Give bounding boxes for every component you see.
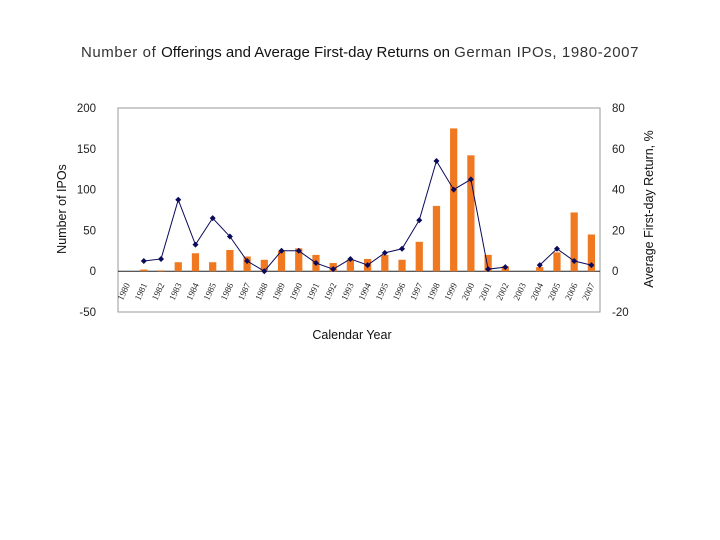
return-point-1986 bbox=[226, 233, 233, 240]
x-tick-label-1992: 1992 bbox=[322, 281, 339, 302]
return-point-1993 bbox=[347, 255, 354, 262]
return-point-2001 bbox=[485, 266, 492, 273]
return-point-1995 bbox=[381, 249, 388, 256]
return-point-1987 bbox=[244, 258, 251, 264]
title-part-3: on bbox=[429, 44, 455, 61]
return-point-1991 bbox=[312, 260, 319, 267]
bar-1997 bbox=[415, 241, 423, 272]
return-point-1999 bbox=[450, 186, 457, 193]
return-point-1982 bbox=[158, 255, 165, 262]
x-tick-label-1982: 1982 bbox=[150, 281, 167, 302]
return-point-2005 bbox=[553, 245, 560, 252]
return-point-2002 bbox=[502, 264, 509, 271]
x-tick-label-1990: 1990 bbox=[287, 281, 304, 302]
x-tick-label-1999: 1999 bbox=[442, 281, 459, 302]
x-tick-label-1987: 1987 bbox=[236, 281, 253, 302]
return-point-2000 bbox=[467, 176, 474, 183]
x-tick-label-1985: 1985 bbox=[201, 281, 218, 302]
return-point-1983 bbox=[175, 196, 182, 203]
return-point-1998 bbox=[433, 158, 440, 165]
x-tick-label-1995: 1995 bbox=[374, 281, 391, 302]
return-point-2004 bbox=[536, 262, 543, 269]
return-point-1990 bbox=[295, 247, 302, 254]
return-line-segment bbox=[539, 248, 592, 266]
y-left-tick-label: 100 bbox=[77, 185, 96, 197]
bar-2004 bbox=[536, 267, 544, 272]
x-tick-label-1998: 1998 bbox=[425, 281, 442, 302]
return-point-1996 bbox=[399, 245, 406, 252]
x-tick-label-1994: 1994 bbox=[356, 281, 373, 302]
x-axis-label: Calendar Year bbox=[312, 328, 391, 342]
title-part-4: German IPOs, 1980-2007 bbox=[454, 44, 640, 61]
return-point-2006 bbox=[571, 258, 578, 264]
x-tick-label-1986: 1986 bbox=[219, 281, 236, 302]
x-tick-label-1988: 1988 bbox=[253, 281, 270, 302]
return-point-1992 bbox=[330, 266, 337, 273]
bar-1985 bbox=[209, 262, 217, 272]
return-point-2007 bbox=[588, 262, 595, 269]
x-tick-label-2004: 2004 bbox=[528, 281, 545, 302]
bar-1981 bbox=[140, 269, 148, 272]
bar-1990 bbox=[295, 248, 303, 272]
y-right-tick-label: -20 bbox=[612, 307, 629, 319]
x-tick-label-2001: 2001 bbox=[477, 281, 494, 302]
plot-area-border bbox=[117, 107, 601, 313]
x-tick-label-1996: 1996 bbox=[391, 281, 408, 302]
return-point-1985 bbox=[209, 215, 216, 222]
chart-title: Number of Offerings and Average First-da… bbox=[0, 44, 720, 61]
bar-2007 bbox=[587, 234, 596, 272]
return-point-1988 bbox=[261, 268, 268, 275]
y-left-tick-label: 0 bbox=[90, 266, 96, 278]
bar-1983 bbox=[174, 262, 182, 272]
y-right-tick-label: 80 bbox=[612, 103, 625, 115]
bar-1993 bbox=[346, 259, 355, 272]
bar-1986 bbox=[226, 249, 234, 272]
bar-1982 bbox=[157, 270, 165, 272]
y-right-tick-label: 0 bbox=[612, 266, 618, 278]
x-tick-label-1981: 1981 bbox=[133, 281, 150, 302]
x-tick-label-1993: 1993 bbox=[339, 281, 356, 302]
return-point-1981 bbox=[140, 258, 147, 264]
bar-1998 bbox=[432, 205, 441, 272]
bar-1996 bbox=[398, 259, 406, 272]
y-right-tick-label: 40 bbox=[612, 185, 625, 197]
return-point-1989 bbox=[278, 247, 285, 254]
x-tick-label-1983: 1983 bbox=[167, 281, 184, 302]
bar-1995 bbox=[381, 254, 389, 272]
y-right-tick-label: 60 bbox=[612, 144, 625, 156]
y-axis-left-label: Number of IPOs bbox=[55, 164, 69, 254]
return-point-1984 bbox=[192, 241, 199, 248]
x-tick-label-1989: 1989 bbox=[270, 281, 287, 302]
bar-1999 bbox=[450, 128, 458, 272]
return-point-1997 bbox=[416, 217, 423, 224]
y-right-tick-label: 20 bbox=[612, 225, 625, 237]
bar-1984 bbox=[191, 253, 200, 272]
title-part-1: Number of bbox=[80, 44, 162, 61]
bar-2006 bbox=[570, 212, 578, 272]
return-line-segment bbox=[143, 159, 506, 272]
y-left-tick-label: -50 bbox=[79, 307, 96, 319]
bar-2001 bbox=[484, 254, 492, 272]
x-tick-label-1997: 1997 bbox=[408, 281, 425, 302]
x-tick-label-2005: 2005 bbox=[546, 281, 563, 302]
bar-2000 bbox=[467, 155, 475, 272]
y-axis-right-label: Average First-day Return, % bbox=[642, 130, 656, 287]
x-tick-label-2002: 2002 bbox=[494, 281, 511, 302]
x-tick-label-2006: 2006 bbox=[563, 281, 580, 302]
y-left-tick-label: 50 bbox=[83, 225, 96, 237]
title-part-2: Offerings and Average First-day Returns bbox=[161, 44, 430, 61]
bar-1989 bbox=[277, 250, 286, 272]
x-tick-label-2003: 2003 bbox=[511, 281, 528, 302]
x-tick-label-1991: 1991 bbox=[305, 281, 322, 302]
bar-2005 bbox=[553, 252, 561, 272]
return-point-1994 bbox=[364, 262, 371, 269]
y-left-tick-label: 150 bbox=[77, 144, 96, 156]
x-tick-label-2007: 2007 bbox=[580, 281, 597, 302]
y-left-tick-label: 200 bbox=[77, 103, 96, 115]
bar-1988 bbox=[260, 259, 268, 272]
x-tick-label-1984: 1984 bbox=[184, 281, 201, 302]
x-tick-label-2000: 2000 bbox=[460, 281, 477, 302]
